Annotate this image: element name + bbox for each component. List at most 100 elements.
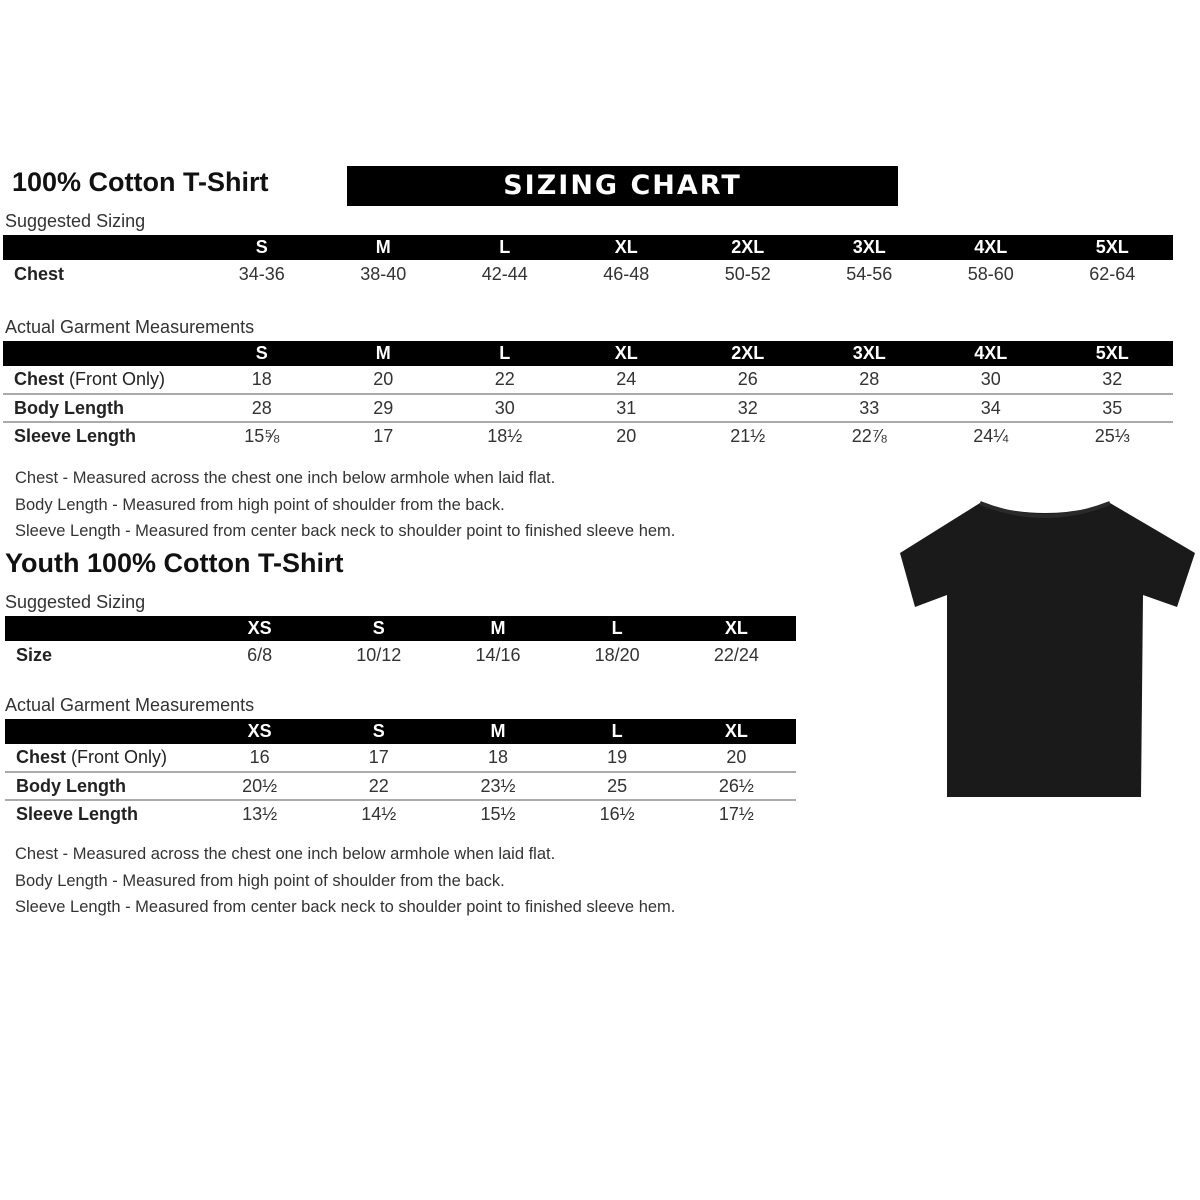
table-cell: 34 [930, 394, 1052, 423]
table-cell: 46-48 [603, 263, 650, 284]
size-header: L [557, 719, 677, 744]
note-line: Chest - Measured across the chest one in… [15, 469, 556, 487]
size-header: M [438, 616, 558, 641]
table-cell: 13½ [242, 804, 278, 824]
size-header-row: S M L XL 2XL 3XL 4XL 5XL [3, 341, 1173, 366]
table-cell: 26½ [676, 772, 796, 801]
note-line: Chest - Measured across the chest one in… [15, 845, 556, 863]
table-cell: 14/16 [475, 644, 521, 665]
table-cell: 25⅓ [1094, 426, 1130, 446]
row-label-suffix: (Front Only) [66, 747, 168, 767]
table-row: Sleeve Length 13½ 14½ 15½ 16½ 17½ [5, 800, 796, 828]
table-cell: 50-52 [724, 263, 771, 284]
row-label: Size [16, 644, 53, 665]
table-row: Body Length 28 29 30 31 32 33 34 35 [3, 394, 1173, 423]
table-cell: 15⅝ [244, 426, 280, 446]
table-cell: 31 [565, 394, 687, 423]
adult-suggested-table: S M L XL 2XL 3XL 4XL 5XL Chest 34-36 38-40 42-44 46-… [3, 235, 1173, 288]
youth-notes: Chest - Measured across the chest one in… [15, 841, 675, 921]
table-cell: 20 [616, 426, 637, 446]
size-header: 4XL [930, 235, 1052, 260]
table-cell: 18 [438, 744, 558, 773]
table-cell: 14½ [361, 804, 397, 824]
size-header: S [201, 235, 323, 260]
note-line: Sleeve Length - Measured from center bac… [15, 898, 676, 916]
size-header: 2XL [687, 235, 809, 260]
table-cell: 6/8 [247, 644, 273, 665]
table-cell: 19 [557, 744, 677, 773]
size-header: XL [676, 719, 796, 744]
table-cell: 10/12 [356, 644, 402, 665]
adult-actual-label: Actual Garment Measurements [5, 317, 255, 337]
size-header: L [557, 616, 677, 641]
size-header: L [444, 341, 566, 366]
table-cell: 18/20 [594, 644, 640, 665]
table-cell: 18 [201, 366, 323, 395]
size-header: XS [200, 719, 320, 744]
size-header: M [322, 341, 444, 366]
table-cell: 58-60 [967, 263, 1014, 284]
table-cell: 17½ [718, 804, 754, 824]
table-cell: 29 [322, 394, 444, 423]
table-cell: 24 [565, 366, 687, 395]
youth-suggested-label: Suggested Sizing [5, 592, 146, 612]
table-cell: 38-40 [360, 263, 407, 284]
table-cell: 32 [687, 394, 809, 423]
note-line: Body Length - Measured from high point o… [15, 871, 505, 890]
adult-actual-table: S M L XL 2XL 3XL 4XL 5XL Chest (Front Only) 18 20 2… [3, 341, 1173, 450]
table-cell: 16½ [599, 804, 635, 824]
table-cell: 17 [319, 744, 439, 773]
table-cell: 20 [676, 744, 796, 773]
table-cell: 22⅞ [851, 426, 887, 446]
table-cell: 62-64 [1089, 263, 1136, 284]
row-label: Chest [16, 747, 67, 767]
table-cell: 30 [930, 366, 1052, 395]
size-header: S [201, 341, 323, 366]
size-header: 2XL [687, 341, 809, 366]
table-cell: 23½ [438, 772, 558, 801]
size-header: M [438, 719, 558, 744]
note-line: Body Length - Measured from high point o… [15, 495, 505, 514]
table-cell: 32 [1051, 366, 1173, 395]
sizing-chart-banner: SIZING CHART [347, 166, 898, 206]
adult-title: 100% Cotton T-Shirt [12, 167, 269, 197]
table-row: Size 6/8 10/12 14/16 18/20 22/24 [5, 641, 796, 669]
table-cell: 21½ [730, 426, 766, 446]
size-header: 5XL [1051, 235, 1173, 260]
size-header: 5XL [1051, 341, 1173, 366]
size-header: L [444, 235, 566, 260]
size-header-row: XS S M L XL [5, 719, 796, 744]
size-header: M [322, 235, 444, 260]
table-cell: 15½ [480, 804, 516, 824]
row-label: Sleeve Length [14, 426, 137, 446]
table-cell: 22 [444, 366, 566, 395]
table-row: Chest (Front Only) 18 20 22 24 26 28 30 32 [3, 366, 1173, 395]
size-header-row: XS S M L XL [5, 616, 796, 641]
table-cell: 30 [444, 394, 566, 423]
table-cell: 25 [557, 772, 677, 801]
size-header: S [319, 719, 439, 744]
table-cell: 26 [687, 366, 809, 395]
table-cell: 54-56 [846, 263, 893, 284]
size-header: XL [565, 341, 687, 366]
row-label-suffix: (Front Only) [64, 369, 166, 389]
table-cell: 34-36 [238, 263, 285, 284]
note-line: Sleeve Length - Measured from center bac… [15, 522, 676, 540]
row-label: Body Length [14, 397, 124, 418]
adult-notes: Chest - Measured across the chest one in… [15, 465, 675, 545]
table-row: Chest 34-36 38-40 42-44 46-48 50-52 54-56 58-60… [3, 260, 1173, 288]
table-row: Chest (Front Only) 16 17 18 19 20 [5, 744, 796, 773]
table-cell: 28 [201, 394, 323, 423]
youth-actual-table: XS S M L XL Chest (Front Only) 16 17 18 19 20 Body … [5, 719, 796, 828]
table-cell: 24¼ [973, 426, 1009, 446]
table-row: Sleeve Length 15⅝ 17 18½ 20 21½ 22⅞ 24¼ 25⅓ [3, 422, 1173, 450]
youth-suggested-table: XS S M L XL Size 6/8 10/12 14/16 18/20 22/24 [5, 616, 796, 669]
row-label: Chest [14, 263, 65, 284]
row-label: Body Length [16, 775, 126, 796]
table-cell: 20½ [200, 772, 320, 801]
table-cell: 16 [200, 744, 320, 773]
table-cell: 28 [808, 366, 930, 395]
size-header: XL [565, 235, 687, 260]
table-cell: 22 [319, 772, 439, 801]
size-header: S [319, 616, 439, 641]
